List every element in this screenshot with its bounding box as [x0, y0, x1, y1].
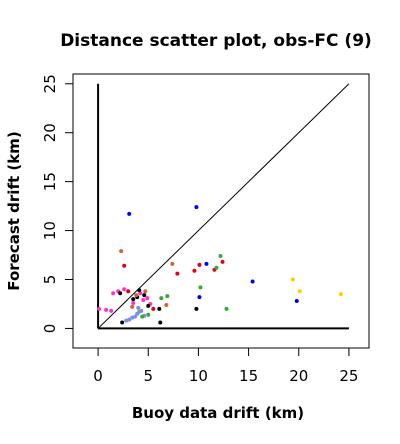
data-point [122, 287, 127, 292]
data-point [142, 293, 147, 298]
data-point [139, 308, 144, 313]
data-point [204, 261, 209, 266]
data-point [120, 320, 125, 325]
data-point [109, 308, 114, 313]
data-point [220, 259, 225, 264]
y-tick-label: 20 [41, 123, 59, 142]
y-tick-label: 15 [41, 172, 59, 191]
data-point [151, 306, 156, 311]
data-point [122, 263, 127, 268]
data-point [136, 305, 141, 310]
data-point [111, 291, 116, 296]
data-point [294, 299, 299, 304]
data-point [119, 249, 124, 254]
y-tick-label: 25 [41, 74, 59, 93]
y-tick-label: 0 [41, 324, 59, 334]
plot-frame [72, 73, 370, 349]
data-point [194, 306, 199, 311]
reference-lines [97, 83, 350, 330]
x-axis: 0 5 10 15 20 25 [93, 347, 358, 385]
data-point [197, 262, 202, 267]
data-point [118, 291, 123, 296]
data-point [131, 300, 136, 305]
x-tick-label: 15 [239, 367, 258, 385]
data-point [290, 277, 295, 282]
data-point [133, 314, 138, 319]
data-point [126, 289, 131, 294]
data-point [130, 315, 135, 320]
data-point [143, 289, 148, 294]
data-point [146, 312, 151, 317]
x-tick-label: 0 [93, 367, 103, 385]
x-axis-label: Buoy data drift (km) [132, 404, 304, 422]
data-point [224, 306, 229, 311]
data-point [192, 268, 197, 273]
data-point [250, 279, 255, 284]
y-tick-label: 5 [41, 275, 59, 285]
data-point [214, 265, 219, 270]
y-axis-label: Forecast drift (km) [5, 131, 23, 290]
data-point [145, 296, 150, 301]
data-point [137, 288, 142, 293]
data-point [218, 254, 223, 259]
data-point [164, 302, 169, 307]
data-point [140, 314, 145, 319]
y-axis: 0 5 10 15 20 25 [41, 74, 74, 334]
data-point [158, 320, 163, 325]
chart-title: Distance scatter plot, obs-FC (9) [60, 31, 372, 51]
x-tick-label: 20 [289, 367, 308, 385]
data-point [130, 304, 135, 309]
data-point [97, 306, 102, 311]
data-point [297, 289, 302, 294]
data-point [165, 294, 170, 299]
data-point [124, 318, 129, 323]
data-point [127, 317, 132, 322]
data-point [197, 295, 202, 300]
data-points [97, 205, 343, 325]
data-point [141, 298, 146, 303]
y-tick-label: 10 [41, 221, 59, 240]
data-point [127, 211, 132, 216]
data-point [170, 261, 175, 266]
data-point [146, 303, 151, 308]
data-point [198, 285, 203, 290]
data-point [338, 292, 343, 297]
data-point [175, 271, 180, 276]
x-tick-label: 25 [339, 367, 358, 385]
data-point [194, 205, 199, 210]
reference-line-diagonal [97, 83, 350, 329]
data-point [104, 307, 109, 312]
data-point [131, 297, 136, 302]
x-tick-label: 10 [189, 367, 208, 385]
data-point [157, 306, 162, 311]
x-tick-label: 5 [143, 367, 153, 385]
data-point [159, 296, 164, 301]
data-point [134, 293, 139, 298]
